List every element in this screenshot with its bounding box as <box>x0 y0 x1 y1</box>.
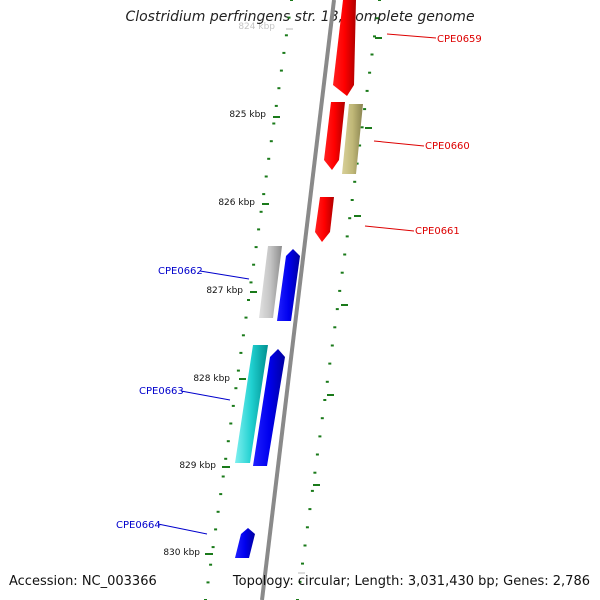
gene-CPE0659[interactable] <box>333 0 356 96</box>
leader-CPE0660 <box>373 140 425 147</box>
gene-CPE0663[interactable] <box>253 349 285 466</box>
map-title: Clostridium perfringens str. 13, complet… <box>125 9 475 25</box>
tick-label: 825 kbp <box>229 110 266 120</box>
tick-label: 827 kbp <box>206 286 243 296</box>
tick-label: 826 kbp <box>218 198 255 208</box>
gene-label-CPE0663[interactable]: CPE0663 <box>139 386 184 397</box>
gene-CPE0660[interactable] <box>324 102 345 170</box>
gene-CPE0663-partner[interactable] <box>235 345 268 463</box>
gene-label-CPE0662[interactable]: CPE0662 <box>158 266 203 277</box>
tick-label: 830 kbp <box>163 548 200 558</box>
gene-CPE0662[interactable] <box>277 249 300 321</box>
leader-CPE0664 <box>157 523 208 535</box>
tick-label: 829 kbp <box>179 461 216 471</box>
leader-CPE0663 <box>180 390 231 401</box>
gene-CPE0662-partner[interactable] <box>259 246 282 318</box>
right-tick-ladder <box>296 0 381 600</box>
tick-label: 824 kbp <box>238 22 275 32</box>
tick-label: 828 kbp <box>193 374 230 384</box>
leader-CPE0659 <box>386 33 437 39</box>
major-ticks <box>205 28 382 574</box>
gene-label-CPE0660[interactable]: CPE0660 <box>425 141 470 152</box>
leader-CPE0661 <box>364 225 415 232</box>
leader-CPE0662 <box>199 270 250 280</box>
accession-text: Accession: NC_003366 <box>9 574 157 589</box>
genome-backbone <box>260 0 336 600</box>
gene-label-CPE0659[interactable]: CPE0659 <box>437 34 482 45</box>
gene-label-CPE0664[interactable]: CPE0664 <box>116 520 161 531</box>
gene-CPE0661[interactable] <box>315 197 334 242</box>
gene-CPE0664[interactable] <box>235 528 255 558</box>
left-tick-ladder <box>204 0 293 600</box>
gene-label-CPE0661[interactable]: CPE0661 <box>415 226 460 237</box>
genome-info-text: Topology: circular; Length: 3,031,430 bp… <box>232 574 590 589</box>
gene-CPE0660-partner[interactable] <box>342 104 363 174</box>
